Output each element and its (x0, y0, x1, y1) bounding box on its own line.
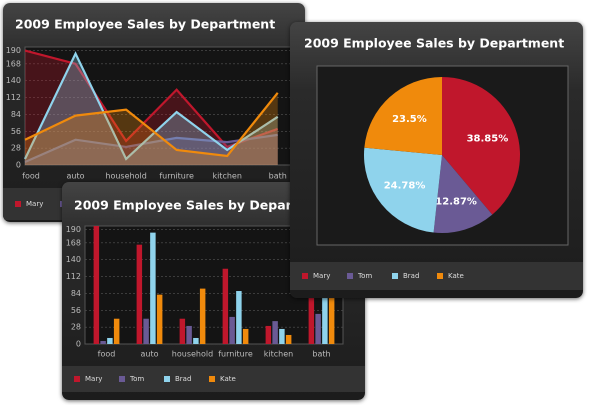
bar (315, 313, 321, 344)
bar (113, 318, 120, 344)
bar (199, 288, 206, 344)
bar (285, 334, 292, 344)
y-tick-label: 168 (66, 238, 81, 247)
legend-swatch (15, 201, 21, 207)
y-tick-label: 84 (11, 110, 21, 119)
bar (150, 232, 156, 344)
legend-label: Mary (26, 200, 43, 208)
card: 2009 Employee Sales by Department 38.85%… (290, 22, 583, 298)
x-tick-label: bath (269, 172, 287, 181)
legend-label: Kate (448, 272, 464, 280)
line (24, 92, 279, 158)
data-label: 12.87% (435, 196, 477, 207)
y-tick-label: 56 (11, 127, 21, 136)
y-tick-label: 84 (71, 289, 81, 298)
legend-label: Kate (220, 375, 236, 383)
legend-swatch (347, 273, 353, 279)
legend-swatch (119, 376, 125, 382)
bar (186, 325, 192, 344)
plot-area (24, 46, 304, 166)
chart-title: 2009 Employee Sales by Department (15, 17, 275, 32)
y-tick-label: 56 (71, 306, 81, 315)
y-tick-label: 112 (66, 272, 81, 281)
pie-slice (442, 77, 520, 215)
data-label: 23.5% (392, 114, 427, 125)
y-tick-label: 28 (11, 144, 21, 153)
x-tick-label: kitchen (212, 172, 241, 181)
x-tick-label: furniture (218, 350, 253, 359)
legend-label: Tom (357, 272, 372, 280)
y-tick-label: 168 (6, 59, 21, 68)
legend-swatch (164, 376, 170, 382)
pie-slice (433, 155, 493, 233)
y-tick-label: 140 (66, 255, 81, 264)
bar (322, 295, 328, 344)
legend-strip (290, 262, 583, 290)
pie-slice (364, 77, 442, 155)
x-tick-label: kitchen (264, 350, 293, 359)
bar (279, 328, 285, 344)
bar (229, 316, 235, 344)
legend-label: Brad (175, 375, 191, 383)
bar (265, 325, 272, 344)
data-label: 38.85% (467, 133, 509, 144)
y-tick-label: 112 (6, 93, 21, 102)
x-tick-label: auto (140, 350, 158, 359)
legend-swatch (437, 273, 443, 279)
area (25, 50, 278, 165)
bar (222, 268, 229, 344)
y-tick-label: 190 (6, 46, 21, 55)
bar (193, 337, 199, 344)
legend-label: Mary (313, 272, 330, 280)
x-tick-label: furniture (159, 172, 194, 181)
legend-swatch (392, 273, 398, 279)
x-tick-label: household (105, 172, 146, 181)
legend-swatch (209, 376, 215, 382)
legend-swatch (302, 273, 308, 279)
legend-label: Brad (403, 272, 419, 280)
bar (308, 297, 315, 344)
legend-label: Mary (85, 375, 102, 383)
y-tick-label: 140 (6, 76, 21, 85)
x-tick-label: household (172, 350, 213, 359)
area (25, 92, 278, 165)
data-label: 24.78% (384, 181, 426, 192)
bar (156, 294, 163, 344)
bar (100, 340, 106, 344)
x-tick-label: bath (312, 350, 330, 359)
bar (107, 337, 113, 344)
pie-slice (364, 147, 442, 233)
bar (143, 318, 149, 344)
y-tick-label: 0 (16, 161, 21, 170)
bar (179, 318, 186, 344)
chart-title: 2009 Employee Sales by Department (304, 36, 564, 51)
legend-swatch (74, 376, 80, 382)
x-tick-label: food (98, 350, 116, 359)
y-tick-label: 190 (66, 225, 81, 234)
y-tick-label: 0 (76, 340, 81, 349)
bar (136, 244, 143, 344)
chart: 2009 Employee Sales by Department 38.85%… (290, 36, 583, 290)
chart-title: 2009 Employee Sales by Department (74, 198, 334, 213)
bar (236, 291, 242, 344)
line (24, 133, 278, 163)
y-tick-label: 28 (71, 323, 81, 332)
bar (328, 271, 335, 344)
x-tick-label: auto (67, 172, 85, 181)
x-tick-label: food (22, 172, 40, 181)
bar (242, 328, 249, 344)
legend-label: Tom (129, 375, 144, 383)
bar (93, 226, 100, 344)
bar (272, 321, 278, 344)
